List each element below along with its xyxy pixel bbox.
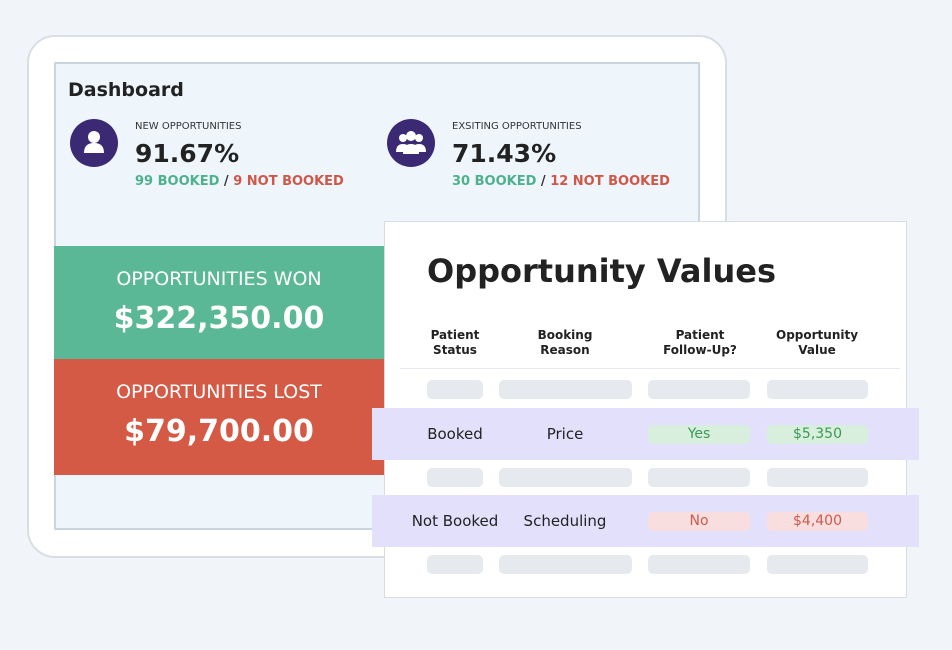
placeholder [767, 468, 868, 487]
cell: Scheduling [523, 512, 607, 530]
stat-breakdown: 99 BOOKED / 9 NOT BOOKED [135, 174, 344, 189]
lost-label: OPPORTUNITIES LOST [116, 381, 322, 403]
placeholder [767, 555, 868, 574]
column-header: Booking Reason [537, 328, 593, 357]
person-icon [70, 119, 118, 167]
stat-breakdown: 30 BOOKED / 12 NOT BOOKED [452, 174, 670, 189]
placeholder [648, 380, 750, 399]
separator: / [540, 174, 546, 189]
placeholder [499, 468, 632, 487]
stat-value: 91.67% [135, 139, 240, 168]
won-box: OPPORTUNITIES WON $322,350.00 [54, 246, 384, 359]
group-icon [387, 119, 435, 167]
placeholder [767, 380, 868, 399]
lost-box: OPPORTUNITIES LOST $79,700.00 [54, 359, 384, 475]
placeholder [499, 380, 632, 399]
placeholder [427, 380, 483, 399]
stat-label: EXSITING OPPORTUNITIES [452, 121, 582, 132]
placeholder [648, 555, 750, 574]
cell-pill: Yes [648, 425, 750, 444]
cell: Not Booked [411, 512, 499, 530]
dashboard-title: Dashboard [68, 79, 184, 101]
placeholder [427, 468, 483, 487]
stat-value: 71.43% [452, 139, 557, 168]
column-header: Opportunity Value [776, 328, 859, 357]
stat-label: NEW OPPORTUNITIES [135, 121, 242, 132]
table-title: Opportunity Values [427, 252, 777, 290]
won-label: OPPORTUNITIES WON [116, 268, 322, 290]
cell-pill: No [648, 512, 750, 531]
cell: Price [546, 425, 584, 443]
placeholder [648, 468, 750, 487]
booked: 30 BOOKED [452, 174, 537, 189]
cell: Booked [427, 425, 483, 443]
column-header: Patient Status [430, 328, 480, 357]
not-booked: 9 NOT BOOKED [233, 174, 344, 189]
cell-pill: $5,350 [767, 425, 868, 444]
cell-pill: $4,400 [767, 512, 868, 531]
header-divider [400, 368, 900, 369]
placeholder [499, 555, 632, 574]
not-booked: 12 NOT BOOKED [550, 174, 670, 189]
column-header: Patient Follow-Up? [663, 328, 737, 357]
placeholder [427, 555, 483, 574]
separator: / [223, 174, 229, 189]
won-amount: $322,350.00 [113, 301, 325, 336]
booked: 99 BOOKED [135, 174, 220, 189]
lost-amount: $79,700.00 [124, 414, 314, 449]
